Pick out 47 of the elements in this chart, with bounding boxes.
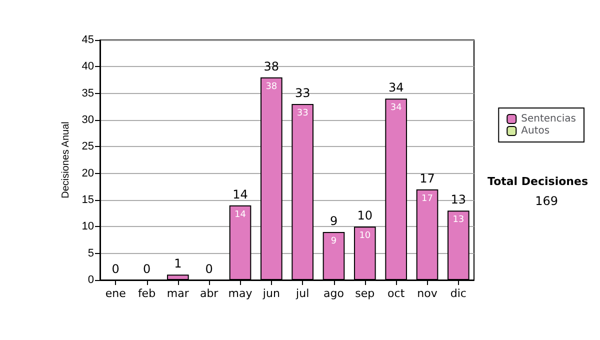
x-tick-label: jul [295, 287, 310, 300]
data-label: 34 [390, 103, 402, 114]
y-tick-label: 45 [82, 34, 94, 46]
x-tick-label: oct [388, 287, 406, 300]
total-label: 38 [264, 59, 280, 74]
x-tick-label: may [228, 287, 253, 300]
total-label: 34 [388, 80, 404, 95]
y-tick-label: 0 [88, 274, 94, 286]
data-label: 33 [296, 108, 308, 118]
y-tick-label: 25 [82, 140, 94, 153]
y-axis-title: Decisiones Anual [60, 122, 72, 198]
y-tick-label: 5 [88, 247, 94, 260]
x-tick-label: dic [450, 287, 466, 300]
x-tick-label: abr [200, 287, 219, 300]
x-tick-label: mar [166, 287, 190, 300]
total-label: 13 [450, 192, 466, 207]
y-tick-label: 35 [82, 87, 94, 100]
total-label: 0 [205, 262, 213, 276]
total-label: 10 [357, 208, 373, 223]
y-tick-label: 30 [82, 114, 94, 126]
x-tick-label: jun [262, 287, 280, 300]
data-label: 13 [452, 215, 464, 226]
legend-label: Autos [521, 126, 550, 136]
total-label: 0 [142, 262, 151, 276]
y-tick-label: 10 [82, 220, 94, 233]
y-tick-label: 40 [82, 60, 94, 73]
total-label: 1 [174, 256, 182, 271]
total-label: 17 [420, 171, 435, 186]
y-tick-label: 15 [82, 194, 94, 206]
data-label: 14 [234, 210, 246, 220]
x-tick-label: feb [138, 287, 156, 300]
data-label: 10 [359, 231, 371, 242]
text: Total Decisiones [488, 175, 588, 188]
data-label: 38 [266, 82, 278, 92]
total-label: 33 [294, 86, 310, 100]
x-tick-label: ago [324, 287, 344, 300]
data-label: 9 [330, 236, 337, 246]
data-label: 17 [422, 194, 433, 204]
total-label: 0 [112, 262, 120, 276]
total-label: 14 [232, 187, 248, 202]
total-label: 9 [330, 214, 338, 228]
legend-label: Sentencias [521, 114, 576, 124]
x-tick-label: sep [355, 287, 375, 300]
text: 169 [535, 194, 558, 208]
y-tick-label: 20 [82, 167, 94, 180]
x-tick-label: nov [417, 287, 438, 300]
x-tick-label: ene [105, 287, 126, 300]
